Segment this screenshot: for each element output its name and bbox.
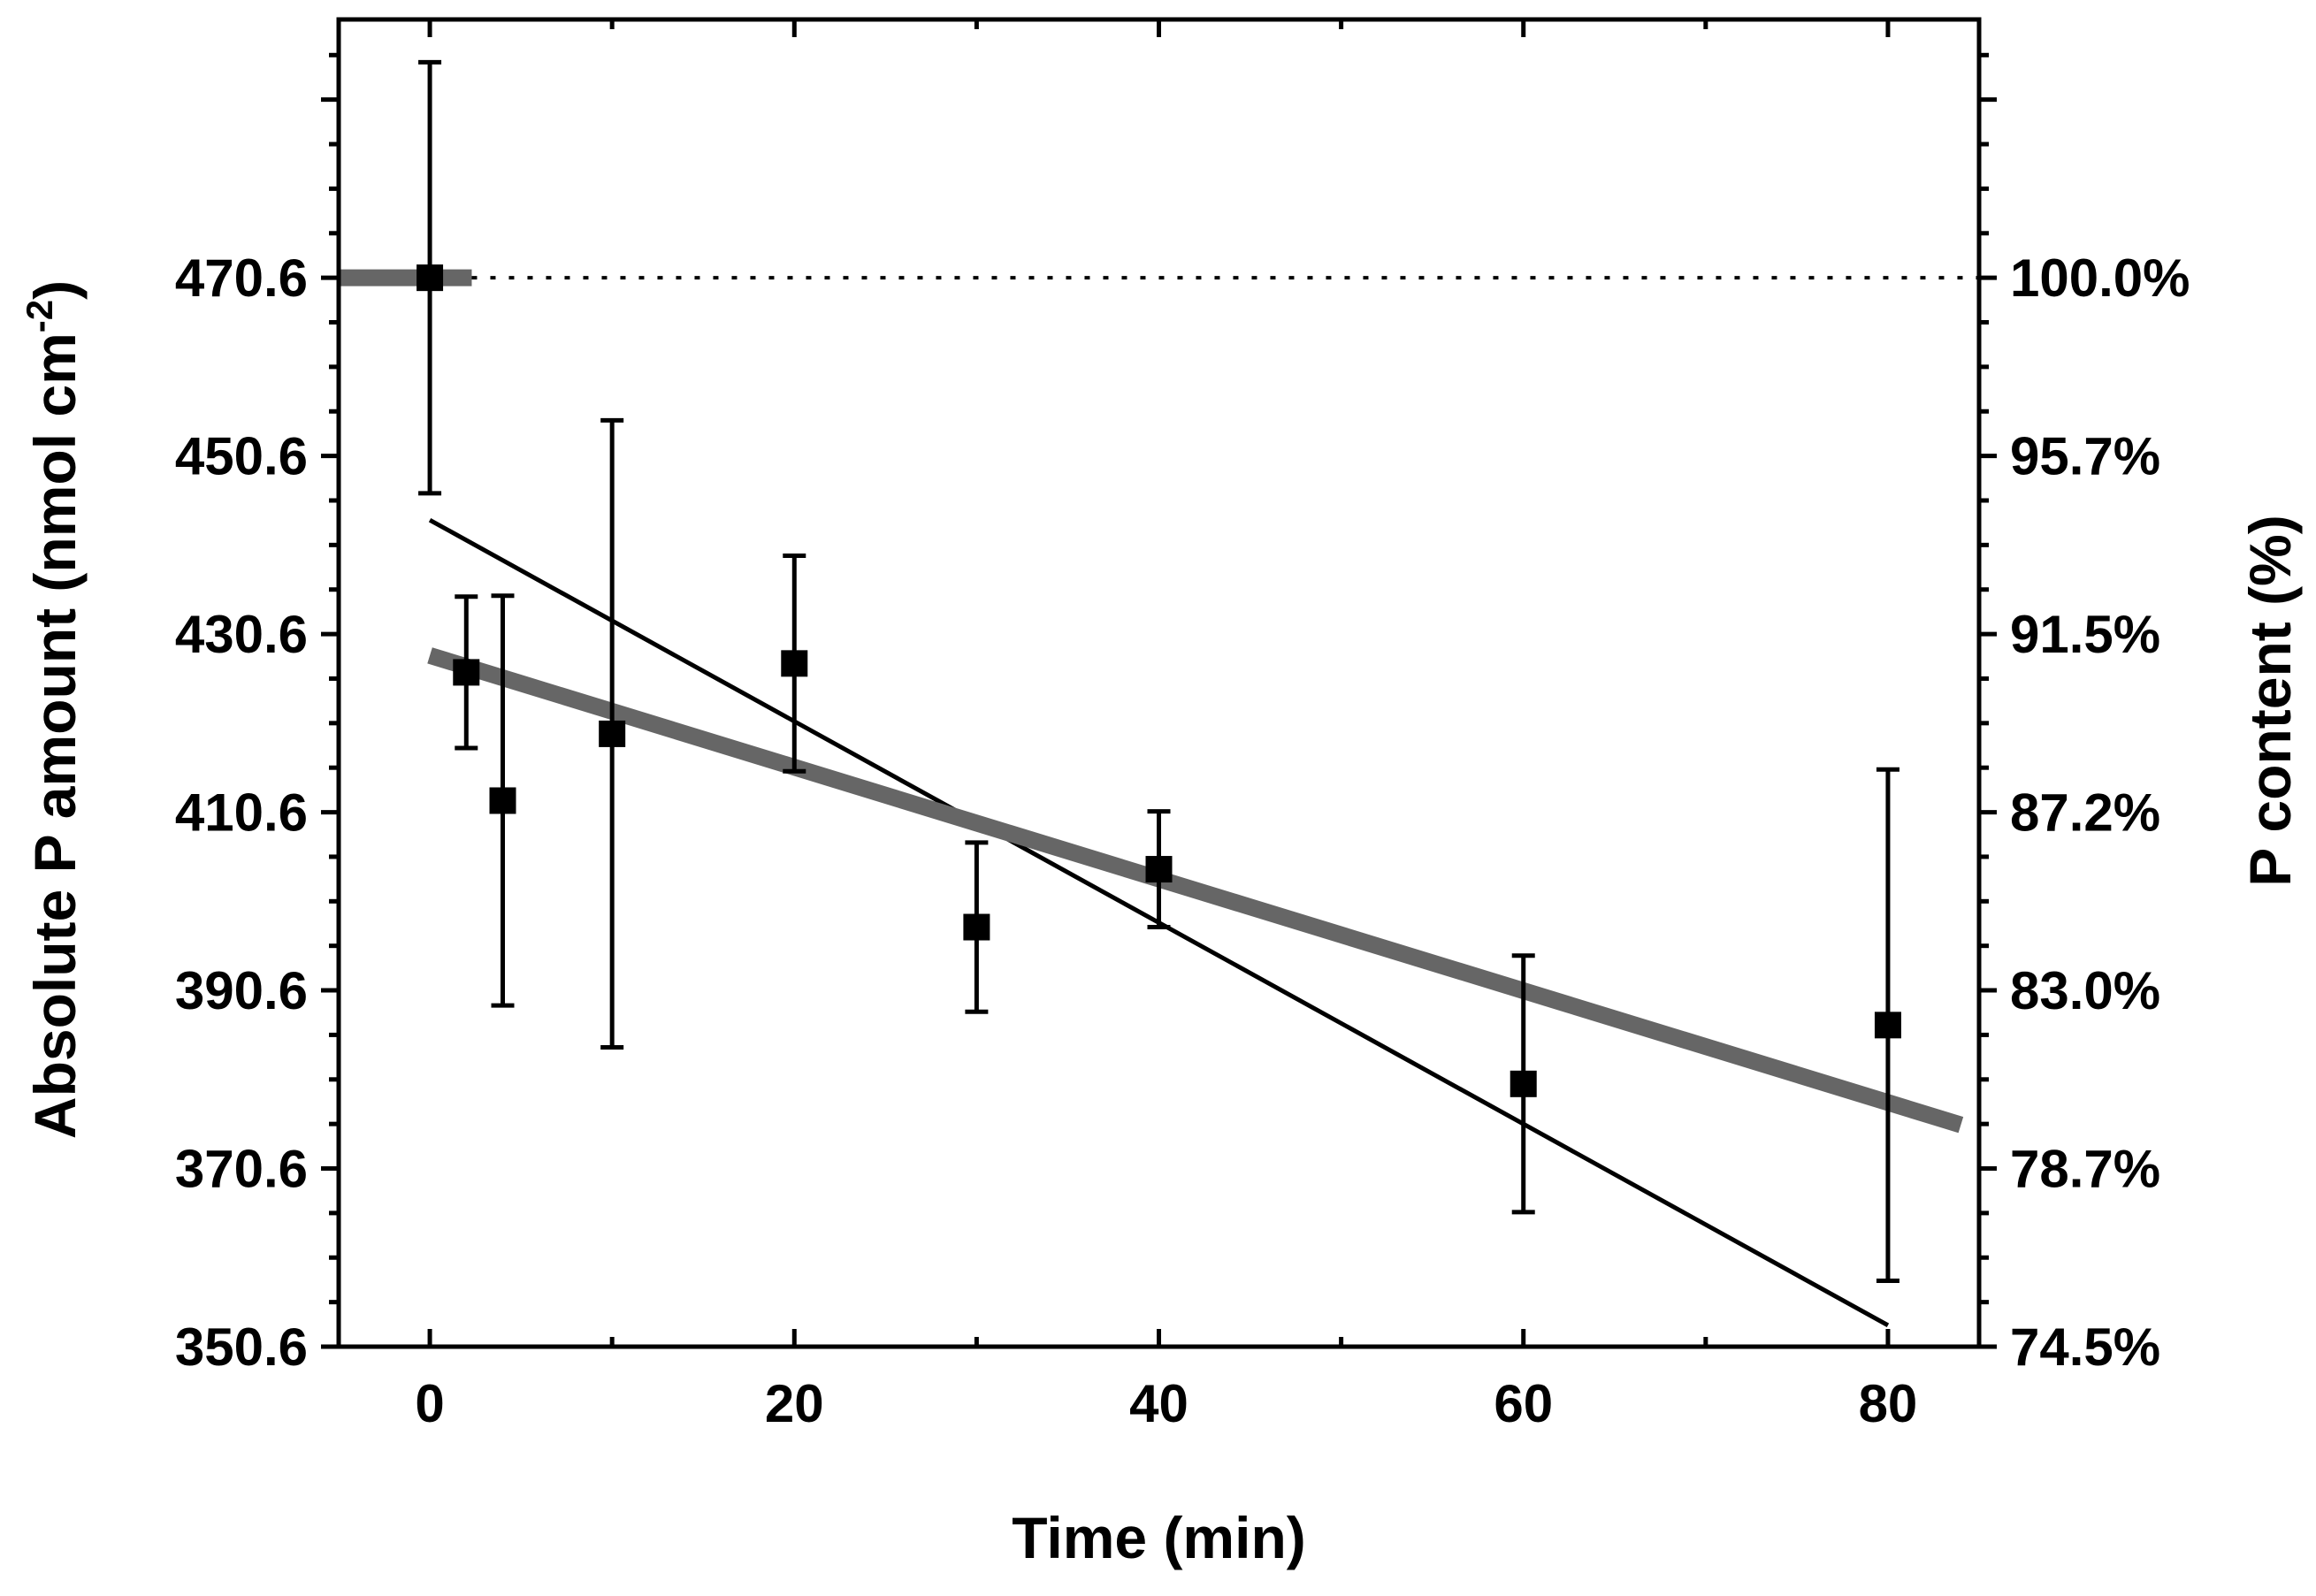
y-axis-right: 74.5% 78.7% 83.0% 87.2% 91.5% 95.7% 100.0% bbox=[1979, 52, 2190, 1377]
y-right-tick-label: 91.5% bbox=[2010, 605, 2160, 664]
data-point-group bbox=[417, 59, 444, 496]
fit-line-gray bbox=[427, 647, 1964, 1134]
data-point bbox=[963, 913, 990, 941]
data-point bbox=[599, 720, 626, 747]
y-left-tick-label: 410.6 bbox=[175, 783, 308, 843]
data-point-group bbox=[453, 594, 480, 751]
data-point-group bbox=[1874, 767, 1901, 1283]
data-point-group bbox=[1510, 953, 1537, 1215]
y-right-tick-label: 83.0% bbox=[2010, 961, 2160, 1020]
y-axis-title-left-superscript: -2 bbox=[19, 300, 60, 332]
y-left-tick-label: 370.6 bbox=[175, 1140, 308, 1199]
y-left-tick-label: 350.6 bbox=[175, 1317, 308, 1377]
y-right-tick-label: 87.2% bbox=[2010, 783, 2160, 843]
y-right-tick-label: 74.5% bbox=[2010, 1317, 2160, 1377]
data-point bbox=[489, 787, 516, 814]
x-tick-label: 40 bbox=[1129, 1374, 1189, 1433]
y-right-tick-label: 95.7% bbox=[2010, 427, 2160, 486]
data-point bbox=[1874, 1012, 1901, 1039]
y-axis-title-left-main: Absolute P amount (nmol cm bbox=[22, 332, 88, 1139]
data-point-group bbox=[599, 417, 626, 1050]
y-left-tick-label: 390.6 bbox=[175, 961, 308, 1020]
y-left-tick-label: 430.6 bbox=[175, 605, 308, 664]
data-point bbox=[417, 264, 444, 292]
x-tick-label: 80 bbox=[1859, 1374, 1918, 1433]
y-left-tick-label: 470.6 bbox=[175, 248, 308, 308]
data-point bbox=[453, 659, 480, 686]
data-point bbox=[1145, 856, 1173, 883]
y-axis-title-left: Absolute P amount (nmol cm-2) bbox=[19, 280, 88, 1139]
data-point-group bbox=[781, 553, 808, 774]
x-axis-title: Time (min) bbox=[1012, 1505, 1305, 1570]
x-tick-label: 60 bbox=[1494, 1374, 1553, 1433]
data-point-group bbox=[1145, 809, 1173, 930]
x-axis: 0 20 40 60 80 bbox=[415, 19, 1917, 1433]
plot-area bbox=[339, 59, 1979, 1328]
data-point bbox=[781, 650, 808, 677]
data-point-group bbox=[489, 593, 516, 1008]
data-point-group bbox=[963, 840, 990, 1014]
y-left-tick-label: 450.6 bbox=[175, 427, 308, 486]
y-axis-left: 350.6 370.6 390.6 410.6 430.6 450.6 470.6 bbox=[175, 52, 339, 1377]
y-right-tick-label: 100.0% bbox=[2010, 248, 2190, 308]
plot-frame bbox=[336, 17, 1982, 1349]
x-tick-label: 20 bbox=[765, 1374, 824, 1433]
data-point bbox=[1510, 1070, 1537, 1097]
x-tick-label: 0 bbox=[415, 1374, 444, 1433]
y-axis-title-right: P content (%) bbox=[2237, 515, 2303, 886]
y-axis-title-left-end: ) bbox=[22, 280, 88, 300]
y-right-tick-label: 78.7% bbox=[2010, 1140, 2160, 1199]
